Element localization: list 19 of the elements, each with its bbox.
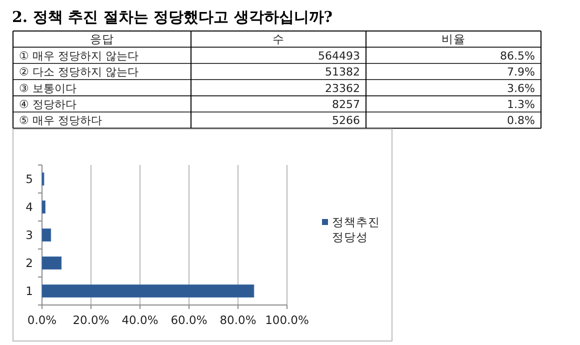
bar xyxy=(42,228,52,242)
table: 응답 수 비율 ① 매우 정당하지 않는다 564493 86.5% ② 다소 정당하지 않는다 51382 7.9% ③ 보통이다 23362 3.6% ④ 정당하다 8257 1.3% ⑤ 매우 정당하다 5266 0.8% xyxy=(12,30,542,129)
chart-title: 2. 정책 추진 절차는 정당했다고 생각하십니까? xyxy=(12,8,333,26)
y-tick-label: 1 xyxy=(26,284,33,298)
x-tick-label: 40.0% xyxy=(122,313,158,327)
x-tick-label: 60.0% xyxy=(170,313,208,327)
legend-label: 정책추진 정당성 xyxy=(332,215,380,244)
y-tick-label: 2 xyxy=(26,256,33,270)
bar xyxy=(42,284,254,298)
y-tick-label: 3 xyxy=(26,228,33,242)
x-tick-label: 80.0% xyxy=(220,313,256,327)
legend: 정책추진 정당성 xyxy=(322,215,380,244)
bar xyxy=(42,256,62,270)
y-tick-label: 5 xyxy=(26,172,33,186)
x-tick-label: 20.0% xyxy=(72,313,110,327)
x-tick-label: 0.0% xyxy=(27,313,57,327)
y-tick-label: 4 xyxy=(26,200,33,214)
x-tick-label: 100.0% xyxy=(265,313,309,327)
bar xyxy=(42,200,46,214)
